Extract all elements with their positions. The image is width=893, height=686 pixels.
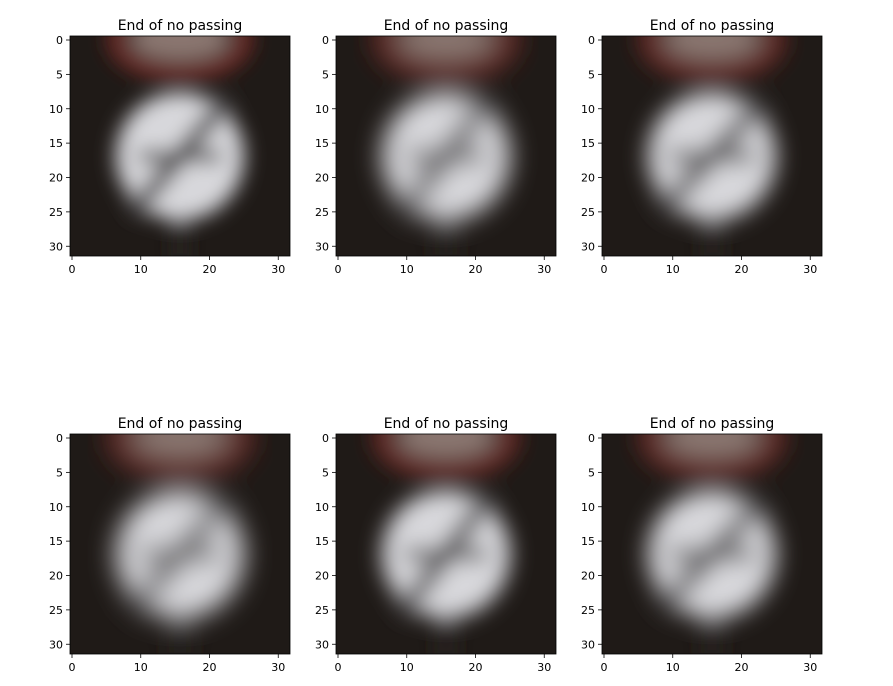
y-tick-label: 20	[581, 172, 595, 185]
y-tick-label: 5	[56, 68, 63, 81]
y-tick-label: 15	[581, 535, 595, 548]
image-panel: End of no passing 0 5 10 15 20 25 30 0 10 20 30	[581, 18, 823, 276]
y-tick-label: 25	[315, 206, 329, 219]
y-tick-label: 30	[315, 240, 329, 253]
panel-title: End of no passing	[650, 416, 775, 432]
x-tick-label: 20	[203, 661, 217, 674]
x-tick-label: 10	[134, 263, 148, 276]
panel-title: End of no passing	[118, 18, 243, 34]
y-tick-label: 25	[581, 206, 595, 219]
image-panel: End of no passing 0 5 10 15 20 25 30 0 10 20 30	[581, 416, 823, 674]
y-tick-label: 30	[49, 638, 63, 651]
x-tick-label: 30	[271, 661, 285, 674]
y-tick-label: 0	[322, 34, 329, 47]
y-tick-label: 15	[315, 535, 329, 548]
x-tick-label: 30	[537, 661, 551, 674]
y-tick-label: 30	[49, 240, 63, 253]
image-panel: End of no passing 0 5 10 15 20 25 30 0 10 20 30	[49, 18, 291, 276]
sign-image	[70, 36, 290, 256]
image-panel: End of no passing 0 5 10 15 20 25 30 0 10 20 30	[315, 416, 557, 674]
y-tick-label: 10	[49, 501, 63, 514]
y-tick-label: 5	[588, 466, 595, 479]
y-tick-label: 0	[588, 34, 595, 47]
panel-title: End of no passing	[650, 18, 775, 34]
x-tick-label: 10	[666, 263, 680, 276]
x-tick-label: 20	[735, 263, 749, 276]
axes-frame	[601, 433, 823, 655]
image-panel: End of no passing 0 5 10 15 20 25 30 0 10 20 30	[49, 416, 291, 674]
y-tick-label: 0	[322, 432, 329, 445]
y-tick-label: 10	[581, 501, 595, 514]
x-tick-label: 0	[335, 263, 342, 276]
y-tick-label: 30	[581, 638, 595, 651]
axes-frame	[335, 35, 557, 257]
y-tick-label: 20	[315, 172, 329, 185]
y-tick-label: 30	[315, 638, 329, 651]
y-tick-label: 5	[588, 68, 595, 81]
image-panel: End of no passing 0 5 10 15 20 25 30 0 10 20 30	[315, 18, 557, 276]
axes-frame	[69, 433, 291, 655]
panel-title: End of no passing	[384, 416, 509, 432]
y-tick-label: 20	[315, 570, 329, 583]
x-tick-label: 0	[335, 661, 342, 674]
x-tick-label: 30	[803, 661, 817, 674]
y-tick-label: 15	[581, 137, 595, 150]
y-tick-label: 5	[322, 466, 329, 479]
x-tick-label: 30	[803, 263, 817, 276]
y-tick-label: 0	[56, 432, 63, 445]
x-tick-label: 0	[69, 661, 76, 674]
sign-image	[336, 36, 556, 256]
sign-image	[602, 434, 822, 654]
x-tick-label: 20	[469, 263, 483, 276]
x-tick-label: 20	[469, 661, 483, 674]
x-tick-label: 0	[69, 263, 76, 276]
y-tick-label: 10	[581, 103, 595, 116]
y-tick-label: 25	[49, 206, 63, 219]
x-tick-label: 0	[601, 661, 608, 674]
y-tick-label: 15	[315, 137, 329, 150]
x-tick-label: 10	[400, 263, 414, 276]
y-tick-label: 10	[49, 103, 63, 116]
y-tick-label: 10	[315, 103, 329, 116]
y-tick-label: 25	[49, 604, 63, 617]
axes-frame	[601, 35, 823, 257]
y-tick-label: 15	[49, 137, 63, 150]
y-tick-label: 30	[581, 240, 595, 253]
y-tick-label: 5	[56, 466, 63, 479]
sign-image	[70, 434, 290, 654]
x-tick-label: 20	[203, 263, 217, 276]
y-tick-label: 10	[315, 501, 329, 514]
panel-title: End of no passing	[384, 18, 509, 34]
y-tick-label: 0	[56, 34, 63, 47]
y-tick-label: 20	[49, 172, 63, 185]
y-tick-label: 25	[581, 604, 595, 617]
sign-image	[336, 434, 556, 654]
x-tick-label: 20	[735, 661, 749, 674]
axes-frame	[69, 35, 291, 257]
x-tick-label: 10	[134, 661, 148, 674]
sign-image	[602, 36, 822, 256]
y-tick-label: 20	[49, 570, 63, 583]
x-tick-label: 30	[537, 263, 551, 276]
x-tick-label: 10	[400, 661, 414, 674]
axes-frame	[335, 433, 557, 655]
panel-title: End of no passing	[118, 416, 243, 432]
y-tick-label: 5	[322, 68, 329, 81]
x-tick-label: 0	[601, 263, 608, 276]
y-tick-label: 0	[588, 432, 595, 445]
y-tick-label: 25	[315, 604, 329, 617]
y-tick-label: 15	[49, 535, 63, 548]
x-tick-label: 10	[666, 661, 680, 674]
y-tick-label: 20	[581, 570, 595, 583]
x-tick-label: 30	[271, 263, 285, 276]
